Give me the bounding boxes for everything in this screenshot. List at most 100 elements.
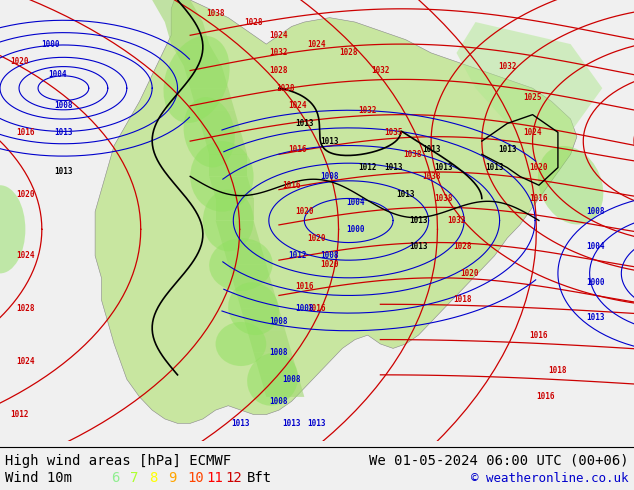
Text: 1024: 1024 bbox=[269, 31, 288, 40]
Text: 1024: 1024 bbox=[523, 128, 542, 137]
Polygon shape bbox=[228, 265, 273, 287]
Polygon shape bbox=[216, 220, 260, 243]
Polygon shape bbox=[241, 309, 285, 331]
Text: 1032: 1032 bbox=[447, 216, 466, 225]
Ellipse shape bbox=[247, 353, 298, 406]
Text: 1013: 1013 bbox=[409, 243, 428, 251]
Text: 1016: 1016 bbox=[288, 146, 307, 154]
Text: 1008: 1008 bbox=[282, 375, 301, 384]
Polygon shape bbox=[222, 243, 266, 265]
Text: 6: 6 bbox=[111, 471, 119, 485]
Text: 1032: 1032 bbox=[358, 106, 377, 115]
Polygon shape bbox=[216, 198, 254, 220]
Text: 1013: 1013 bbox=[396, 190, 415, 198]
Text: 1008: 1008 bbox=[54, 101, 73, 110]
Text: 1016: 1016 bbox=[307, 304, 327, 313]
Text: 1038: 1038 bbox=[206, 9, 225, 18]
Text: 1024: 1024 bbox=[16, 251, 35, 260]
Text: 11: 11 bbox=[206, 471, 223, 485]
Polygon shape bbox=[254, 353, 298, 375]
Ellipse shape bbox=[0, 185, 25, 273]
Text: 1038: 1038 bbox=[403, 150, 422, 159]
Text: 1018: 1018 bbox=[548, 366, 567, 375]
Text: 1016: 1016 bbox=[16, 128, 35, 137]
Text: Wind 10m: Wind 10m bbox=[5, 471, 72, 485]
Text: 1013: 1013 bbox=[54, 168, 73, 176]
Text: 1013: 1013 bbox=[384, 163, 403, 172]
Text: 10: 10 bbox=[187, 471, 204, 485]
Polygon shape bbox=[95, 0, 577, 423]
Text: 1013: 1013 bbox=[295, 119, 314, 128]
Text: 1013: 1013 bbox=[282, 419, 301, 428]
Ellipse shape bbox=[209, 238, 273, 291]
Text: 1008: 1008 bbox=[586, 207, 605, 216]
Text: 1013: 1013 bbox=[231, 419, 250, 428]
Polygon shape bbox=[235, 287, 279, 309]
Text: 1000: 1000 bbox=[41, 40, 60, 49]
Text: 1013: 1013 bbox=[320, 137, 339, 146]
Text: 1028: 1028 bbox=[244, 18, 263, 26]
Text: 1024: 1024 bbox=[16, 357, 35, 366]
Text: 9: 9 bbox=[168, 471, 176, 485]
Ellipse shape bbox=[228, 282, 279, 335]
Text: 1020: 1020 bbox=[295, 207, 314, 216]
Text: © weatheronline.co.uk: © weatheronline.co.uk bbox=[472, 472, 629, 485]
Text: 1013: 1013 bbox=[586, 313, 605, 322]
Text: 1024: 1024 bbox=[288, 101, 307, 110]
Text: 1012: 1012 bbox=[358, 163, 377, 172]
Text: 1020: 1020 bbox=[320, 260, 339, 269]
Polygon shape bbox=[247, 331, 292, 353]
Text: 1013: 1013 bbox=[434, 163, 453, 172]
Text: 1020: 1020 bbox=[10, 57, 29, 66]
Text: 1038: 1038 bbox=[434, 194, 453, 203]
Polygon shape bbox=[165, 22, 209, 44]
Text: We 01-05-2024 06:00 UTC (00+06): We 01-05-2024 06:00 UTC (00+06) bbox=[369, 454, 629, 467]
Ellipse shape bbox=[190, 141, 254, 212]
Polygon shape bbox=[184, 66, 228, 88]
Text: 7: 7 bbox=[130, 471, 138, 485]
Text: 1013: 1013 bbox=[485, 163, 504, 172]
Polygon shape bbox=[209, 154, 247, 176]
Ellipse shape bbox=[216, 322, 266, 366]
Text: 1008: 1008 bbox=[295, 304, 314, 313]
Polygon shape bbox=[260, 375, 304, 397]
Text: 1028: 1028 bbox=[276, 84, 295, 93]
Text: 1032: 1032 bbox=[498, 62, 517, 71]
Text: 1016: 1016 bbox=[282, 181, 301, 190]
Text: 1024: 1024 bbox=[307, 40, 327, 49]
Text: 1012: 1012 bbox=[288, 251, 307, 260]
Text: 1028: 1028 bbox=[453, 243, 472, 251]
Polygon shape bbox=[171, 44, 222, 66]
Text: 1038: 1038 bbox=[422, 172, 441, 181]
Polygon shape bbox=[152, 0, 203, 22]
Text: 1008: 1008 bbox=[320, 172, 339, 181]
Text: 1020: 1020 bbox=[16, 190, 35, 198]
Text: 1016: 1016 bbox=[529, 194, 548, 203]
Text: 1013: 1013 bbox=[54, 128, 73, 137]
Text: 1020: 1020 bbox=[460, 269, 479, 278]
Text: 1016: 1016 bbox=[529, 331, 548, 340]
Text: High wind areas [hPa] ECMWF: High wind areas [hPa] ECMWF bbox=[5, 454, 231, 467]
Polygon shape bbox=[190, 88, 235, 110]
Text: 1020: 1020 bbox=[307, 234, 327, 243]
Text: 1008: 1008 bbox=[269, 348, 288, 357]
Text: 1013: 1013 bbox=[422, 146, 441, 154]
Text: 1013: 1013 bbox=[498, 146, 517, 154]
Text: 1016: 1016 bbox=[295, 282, 314, 291]
Ellipse shape bbox=[164, 36, 230, 123]
Text: 1008: 1008 bbox=[269, 318, 288, 326]
Ellipse shape bbox=[184, 97, 235, 168]
Text: 1004: 1004 bbox=[346, 198, 365, 207]
Text: 1008: 1008 bbox=[269, 397, 288, 406]
Text: 1013: 1013 bbox=[307, 419, 327, 428]
Text: 1016: 1016 bbox=[536, 392, 555, 401]
Text: 1028: 1028 bbox=[339, 49, 358, 57]
Text: 1018: 1018 bbox=[453, 295, 472, 304]
Text: 1000: 1000 bbox=[346, 225, 365, 234]
Polygon shape bbox=[203, 132, 247, 154]
Text: 1008: 1008 bbox=[320, 251, 339, 260]
Text: 1035: 1035 bbox=[384, 128, 403, 137]
Text: 1028: 1028 bbox=[16, 304, 35, 313]
Text: 1004: 1004 bbox=[586, 243, 605, 251]
Polygon shape bbox=[456, 22, 602, 132]
